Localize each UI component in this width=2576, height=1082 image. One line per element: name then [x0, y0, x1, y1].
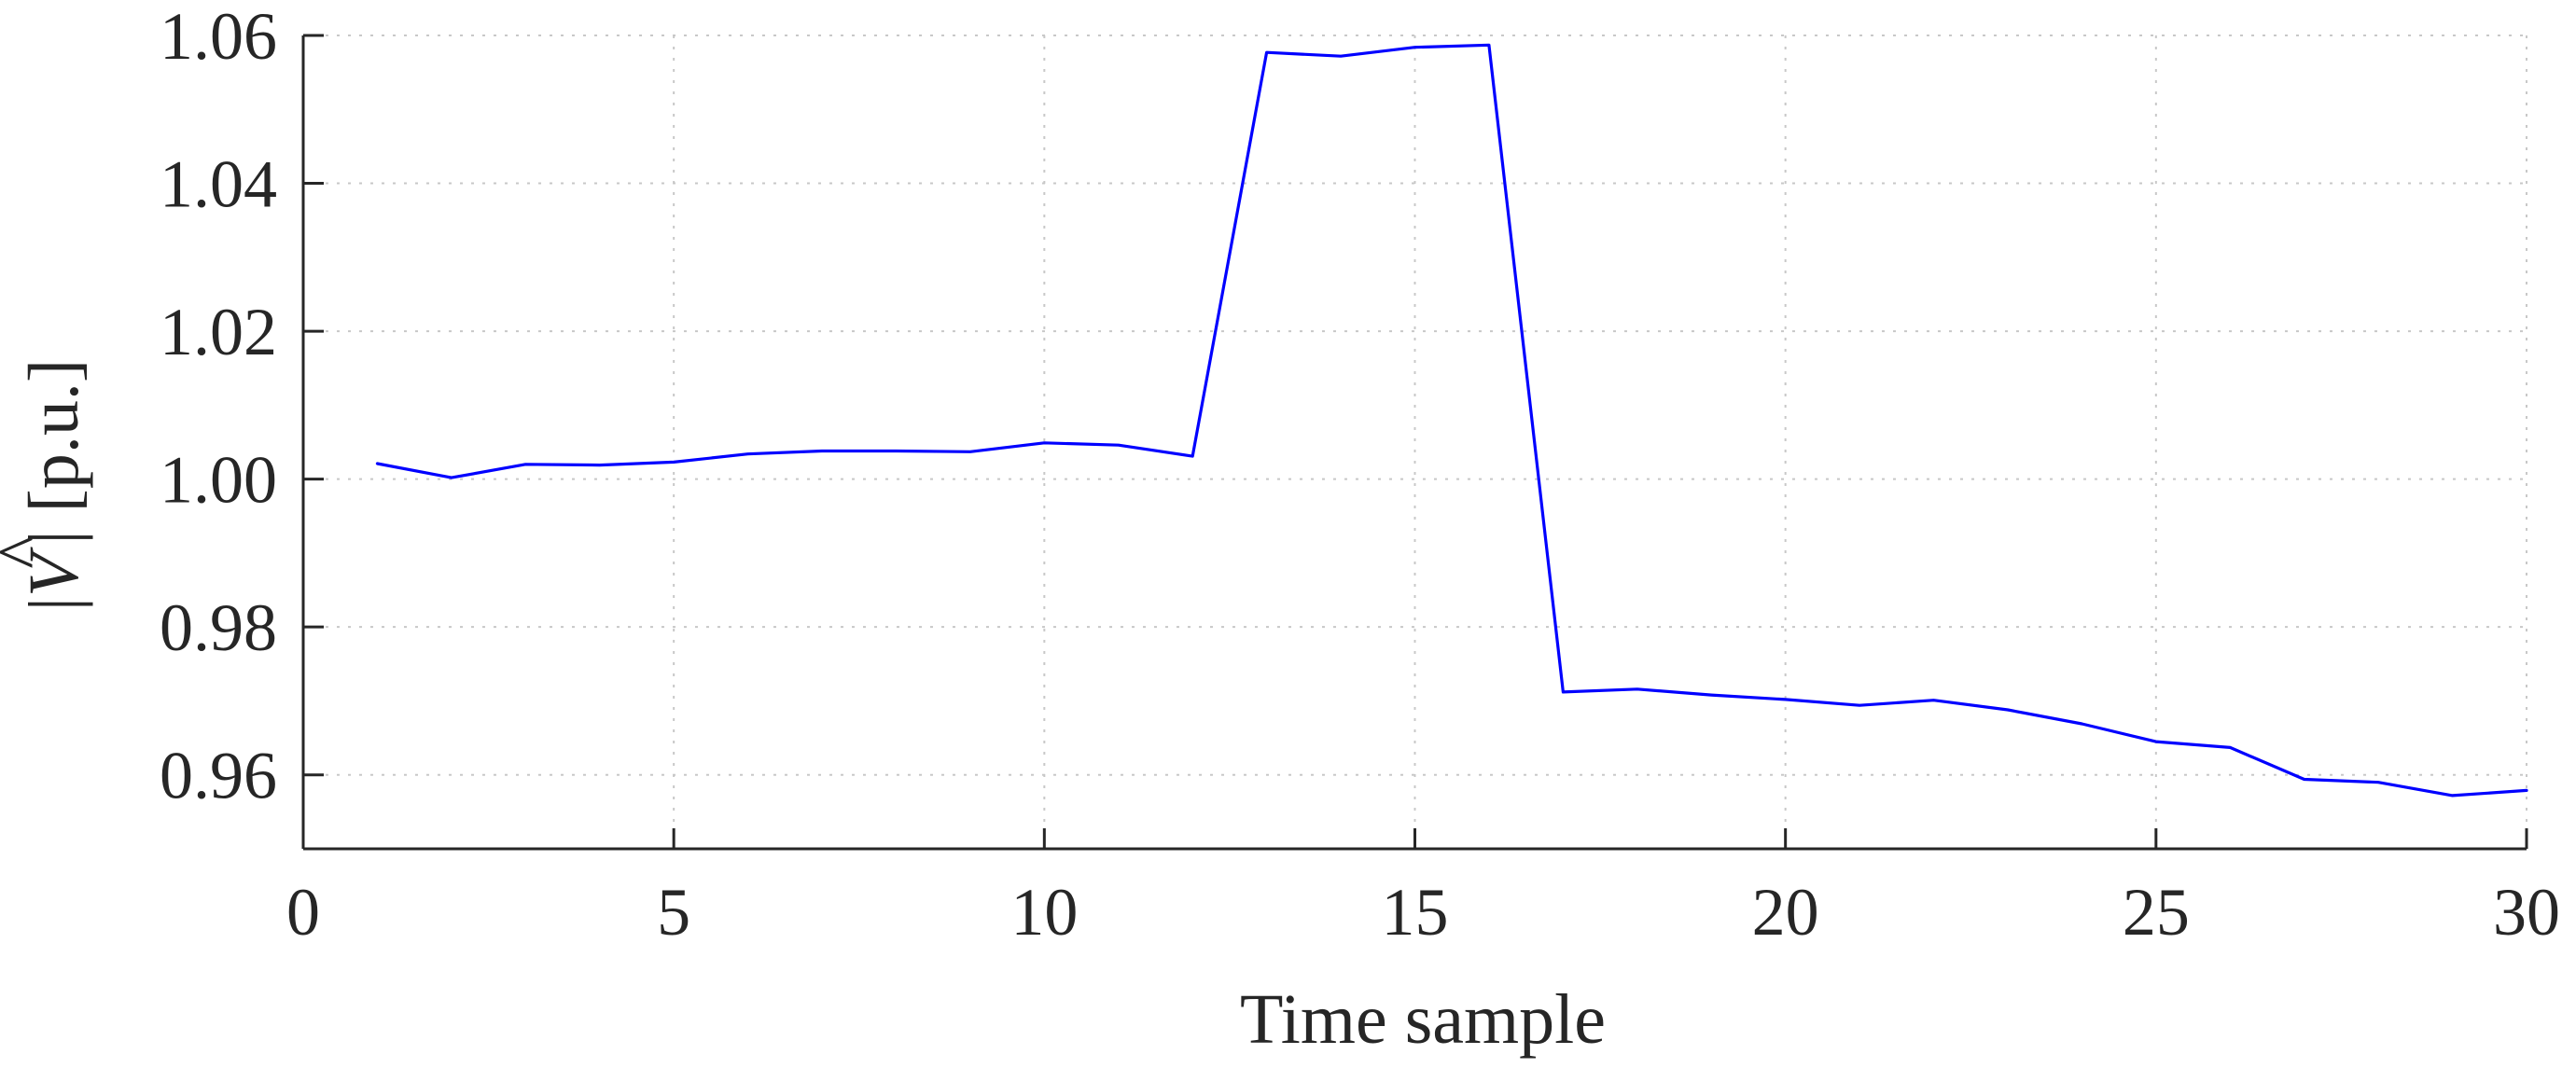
data-point	[1709, 693, 1713, 697]
data-point	[1117, 443, 1121, 447]
data-point	[894, 450, 898, 453]
data-point	[968, 450, 972, 453]
data-point	[2228, 745, 2232, 749]
data-point	[2154, 740, 2158, 743]
x-tick-label: 0	[286, 875, 320, 950]
data-point	[1191, 454, 1194, 458]
data-point	[1413, 46, 1417, 49]
data-point	[820, 450, 824, 453]
x-tick-label: 20	[1752, 875, 1819, 950]
x-tick-label: 15	[1382, 875, 1449, 950]
data-point	[2006, 708, 2010, 712]
data-point	[1561, 690, 1565, 694]
grid-layer	[303, 35, 2527, 849]
data-point	[2525, 788, 2528, 792]
data-point	[746, 452, 750, 456]
data-point	[2376, 781, 2380, 784]
y-axis-label-symbol: V	[15, 547, 93, 597]
x-tick-label: 5	[657, 875, 690, 950]
y-axis-label-prefix: |	[15, 597, 93, 611]
data-point	[1858, 703, 1861, 707]
data-point	[1636, 687, 1639, 691]
data-point	[2303, 777, 2306, 781]
y-tick-label: 0.98	[160, 590, 277, 665]
y-tick-label: 1.02	[160, 295, 277, 369]
data-point	[1932, 699, 1936, 702]
y-tick-label: 1.06	[160, 0, 277, 74]
y-tick-label: 0.96	[160, 739, 277, 813]
y-axis-label-hat: ^	[0, 535, 62, 569]
data-point	[672, 460, 675, 464]
svg-text:|V| [p.u.]: |V| [p.u.]	[15, 359, 93, 612]
data-point	[1784, 698, 1788, 701]
labels-layer: Time sample |V| [p.u.] ^	[0, 359, 1606, 1059]
data-point	[523, 463, 527, 466]
data-point	[1042, 441, 1046, 445]
x-axis-label: Time sample	[1240, 980, 1606, 1059]
series-layer	[375, 43, 2528, 798]
ticks-layer: 0 5 10 15 20 25 30 0.96 0.98 1.00 1.02 1.04 1.06	[160, 0, 2560, 950]
axes-layer	[301, 35, 2527, 851]
data-point	[1265, 50, 1269, 54]
data-point	[2451, 794, 2455, 798]
x-tick-label: 25	[2123, 875, 2190, 950]
y-axis-label: |V| [p.u.] ^	[0, 359, 93, 612]
data-point	[598, 464, 602, 467]
x-tick-label: 10	[1010, 875, 1078, 950]
y-tick-label: 1.04	[160, 147, 277, 222]
data-point	[450, 476, 453, 479]
data-point	[1339, 54, 1343, 58]
series-line	[375, 43, 2528, 798]
y-tick-label: 1.00	[160, 443, 277, 518]
x-tick-label: 30	[2493, 875, 2560, 950]
data-point	[1487, 43, 1491, 47]
data-point	[375, 462, 379, 465]
y-axis-label-suffix: | [p.u.]	[15, 359, 93, 545]
data-point	[2080, 722, 2083, 726]
